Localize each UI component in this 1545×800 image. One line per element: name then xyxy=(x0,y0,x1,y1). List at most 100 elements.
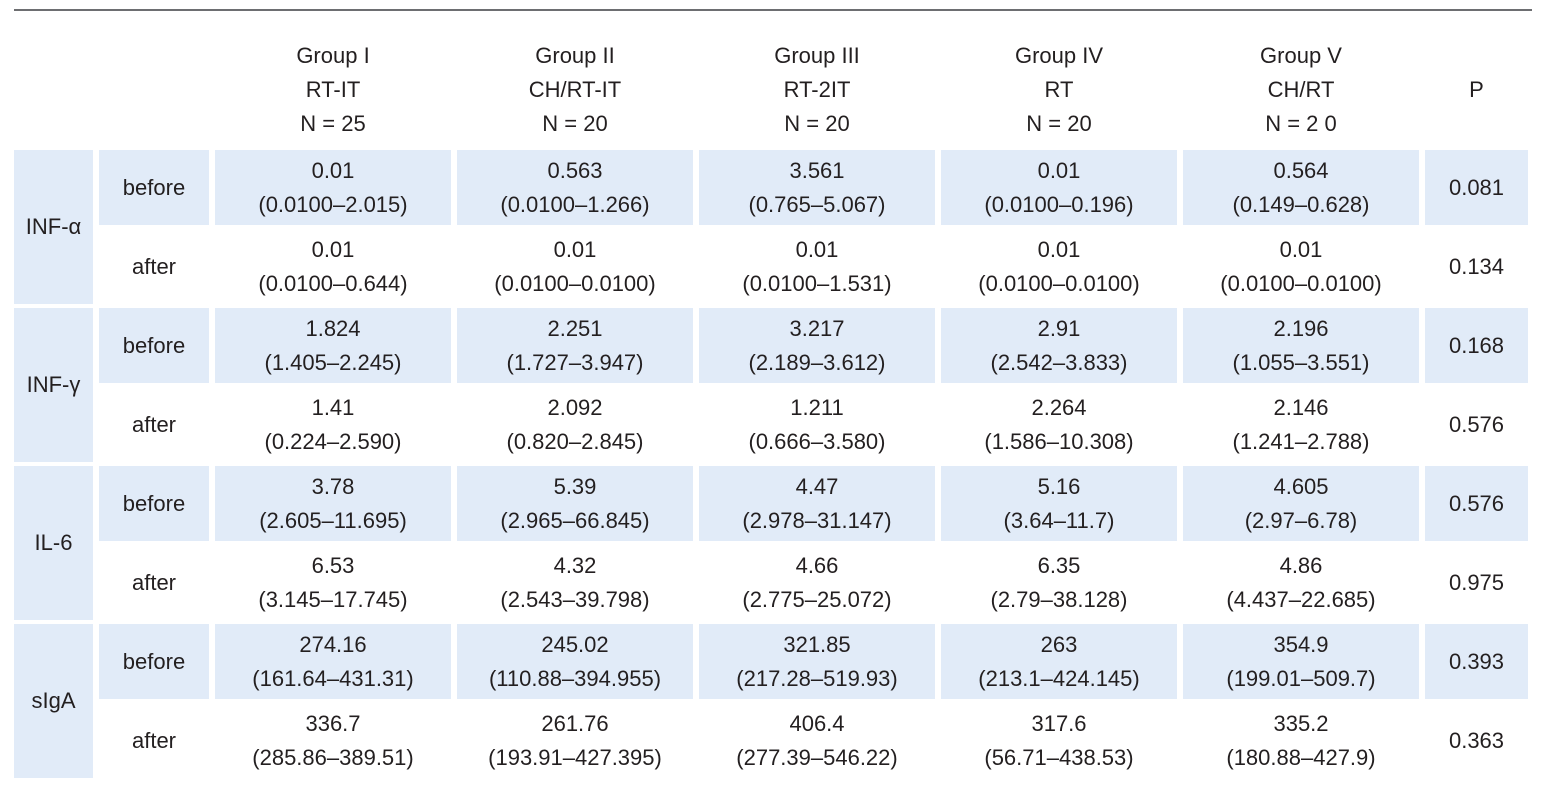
median: 4.605 xyxy=(1273,473,1329,499)
group-name: Group II xyxy=(535,43,615,68)
value-cell: 2.092 (0.820–2.845) xyxy=(457,387,693,462)
median: 1.824 xyxy=(305,315,361,341)
p-value: 0.576 xyxy=(1425,387,1528,462)
value-cell: 0.01 (0.0100–0.0100) xyxy=(941,229,1177,304)
range: (0.0100–0.0100) xyxy=(978,270,1140,296)
median: 335.2 xyxy=(1273,710,1329,736)
median: 0.01 xyxy=(311,157,355,183)
median: 274.16 xyxy=(299,631,367,657)
time-label: before xyxy=(99,150,209,225)
value-cell: 0.01 (0.0100–2.015) xyxy=(215,150,451,225)
time-label: before xyxy=(99,308,209,383)
group-n: N = 2 0 xyxy=(1265,111,1337,136)
p-value-header: P xyxy=(1469,77,1484,102)
range: (2.775–25.072) xyxy=(742,586,892,612)
value-cell: 6.53 (3.145–17.745) xyxy=(215,545,451,620)
median: 2.196 xyxy=(1273,315,1329,341)
group-name: Group IV xyxy=(1014,43,1104,68)
range: (277.39–546.22) xyxy=(736,744,898,770)
value-cell: 1.41 (0.224–2.590) xyxy=(215,387,451,462)
range: (199.01–509.7) xyxy=(1226,665,1376,691)
range: (0.0100–0.644) xyxy=(258,270,408,296)
value-cell: 317.6 (56.71–438.53) xyxy=(941,703,1177,778)
median: 4.66 xyxy=(795,552,839,578)
median: 406.4 xyxy=(789,710,845,736)
range: (1.727–3.947) xyxy=(506,349,644,375)
corner-cell xyxy=(99,34,209,146)
value-cell: 2.251 (1.727–3.947) xyxy=(457,308,693,383)
median: 0.01 xyxy=(1037,157,1081,183)
value-cell: 4.47 (2.978–31.147) xyxy=(699,466,935,541)
value-cell: 0.01 (0.0100–0.644) xyxy=(215,229,451,304)
range: (0.0100–2.015) xyxy=(258,191,408,217)
p-value: 0.393 xyxy=(1425,624,1528,699)
value-cell: 4.605 (2.97–6.78) xyxy=(1183,466,1419,541)
group-regimen: CH/RT-IT xyxy=(528,77,622,102)
value-cell: 406.4 (277.39–546.22) xyxy=(699,703,935,778)
group-n: N = 25 xyxy=(300,111,366,136)
group-regimen: RT xyxy=(1044,77,1074,102)
parameter-label: INF-α xyxy=(14,150,93,304)
range: (1.241–2.788) xyxy=(1232,428,1370,454)
group-header-3: Group III RT-2IT N = 20 xyxy=(699,34,935,146)
median: 6.35 xyxy=(1037,552,1081,578)
group-n: N = 20 xyxy=(1026,111,1092,136)
value-cell: 4.86 (4.437–22.685) xyxy=(1183,545,1419,620)
range: (2.605–11.695) xyxy=(259,507,407,533)
median: 5.16 xyxy=(1037,473,1081,499)
median: 5.39 xyxy=(553,473,597,499)
value-cell: 5.16 (3.64–11.7) xyxy=(941,466,1177,541)
range: (180.88–427.9) xyxy=(1226,744,1376,770)
median: 3.561 xyxy=(789,157,845,183)
median: 3.217 xyxy=(789,315,845,341)
median: 2.251 xyxy=(547,315,603,341)
median: 336.7 xyxy=(305,710,361,736)
median: 6.53 xyxy=(311,552,355,578)
range: (161.64–431.31) xyxy=(252,665,414,691)
range: (1.055–3.551) xyxy=(1232,349,1370,375)
value-cell: 0.01 (0.0100–0.0100) xyxy=(1183,229,1419,304)
value-cell: 2.264 (1.586–10.308) xyxy=(941,387,1177,462)
group-regimen: RT-IT xyxy=(305,77,361,102)
value-cell: 5.39 (2.965–66.845) xyxy=(457,466,693,541)
range: (3.145–17.745) xyxy=(258,586,408,612)
table-body: INF-α before 0.01 (0.0100–2.015) 0.563 (0.… xyxy=(14,150,1528,778)
median: 4.32 xyxy=(553,552,597,578)
value-cell: 336.7 (285.86–389.51) xyxy=(215,703,451,778)
table-header: Group I RT-IT N = 25 Group II CH/RT-IT N… xyxy=(14,34,1528,146)
value-cell: 263 (213.1–424.145) xyxy=(941,624,1177,699)
time-label: before xyxy=(99,466,209,541)
table-row: INF-α before 0.01 (0.0100–2.015) 0.563 (0.… xyxy=(14,150,1528,304)
range: (110.88–394.955) xyxy=(488,665,662,691)
median: 4.47 xyxy=(795,473,839,499)
value-cell: 274.16 (161.64–431.31) xyxy=(215,624,451,699)
parameter-label: IL-6 xyxy=(14,466,93,620)
p-value: 0.081 xyxy=(1425,150,1528,225)
value-cell: 3.217 (2.189–3.612) xyxy=(699,308,935,383)
median: 354.9 xyxy=(1273,631,1329,657)
value-cell: 245.02 (110.88–394.955) xyxy=(457,624,693,699)
table-row: sIgA before 274.16 (161.64–431.31) 245.02… xyxy=(14,624,1528,778)
median: 0.01 xyxy=(311,236,355,262)
range: (2.978–31.147) xyxy=(742,507,892,533)
results-table: Group I RT-IT N = 25 Group II CH/RT-IT N… xyxy=(8,30,1534,782)
value-cell: 0.01 (0.0100–0.0100) xyxy=(457,229,693,304)
range: (1.405–2.245) xyxy=(264,349,402,375)
table-row: INF-γ before 1.824 (1.405–2.245) 2.251 (1.… xyxy=(14,308,1528,462)
group-header-4: Group IV RT N = 20 xyxy=(941,34,1177,146)
value-cell: 2.91 (2.542–3.833) xyxy=(941,308,1177,383)
range: (0.0100–1.531) xyxy=(742,270,892,296)
time-label: before xyxy=(99,624,209,699)
range: (56.71–438.53) xyxy=(984,744,1134,770)
parameter-label: INF-γ xyxy=(14,308,93,462)
value-cell: 1.211 (0.666–3.580) xyxy=(699,387,935,462)
range: (213.1–424.145) xyxy=(978,665,1140,691)
value-cell: 321.85 (217.28–519.93) xyxy=(699,624,935,699)
p-value: 0.975 xyxy=(1425,545,1528,620)
value-cell: 335.2 (180.88–427.9) xyxy=(1183,703,1419,778)
range: (3.64–11.7) xyxy=(1003,507,1115,533)
p-value: 0.576 xyxy=(1425,466,1528,541)
value-cell: 2.146 (1.241–2.788) xyxy=(1183,387,1419,462)
time-label: after xyxy=(99,229,209,304)
value-cell: 0.564 (0.149–0.628) xyxy=(1183,150,1419,225)
